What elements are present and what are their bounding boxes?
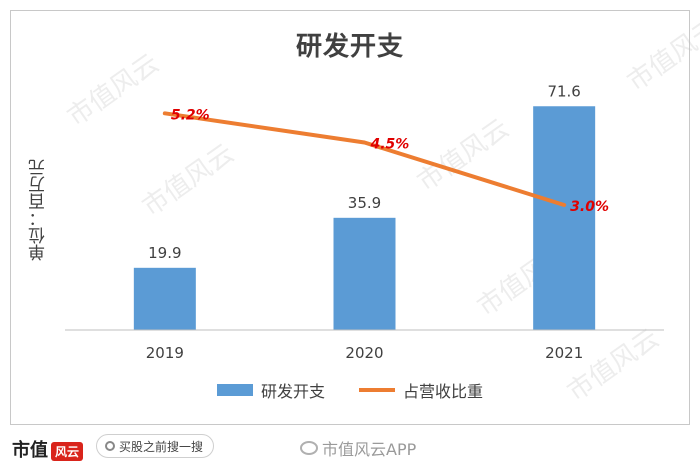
search-text: 买股之前搜一搜 — [119, 439, 204, 454]
line-data-label: 3.0% — [570, 199, 609, 215]
x-tick-label: 2019 — [146, 344, 184, 362]
bar-data-label: 19.9 — [148, 244, 181, 262]
search-box[interactable]: 买股之前搜一搜 — [96, 434, 214, 458]
weibo-icon — [300, 441, 318, 455]
line-data-label: 5.2% — [171, 107, 210, 123]
bar — [133, 267, 196, 330]
legend: 研发开支 占营收比重 — [0, 378, 700, 402]
legend-label-bar: 研发开支 — [260, 382, 325, 401]
logo-badge: 风云 — [51, 441, 84, 461]
legend-item-bar: 研发开支 — [216, 378, 325, 402]
legend-label-line: 占营收比重 — [403, 382, 484, 401]
line-series-path — [162, 111, 567, 207]
bar — [333, 217, 396, 330]
weibo-tag: 市值风云APP — [300, 436, 416, 460]
bar-data-label: 35.9 — [348, 194, 381, 212]
legend-swatch-line — [359, 388, 395, 392]
brand-logo: 市值 风云 — [12, 436, 84, 462]
chart-title: 研发开支 — [295, 32, 404, 62]
search-icon — [105, 441, 115, 451]
logo-text: 市值 — [12, 440, 48, 461]
x-tick-label: 2020 — [345, 344, 383, 362]
legend-swatch-bar — [216, 384, 253, 396]
line-data-label: 4.5% — [370, 137, 410, 153]
x-tick-label: 2021 — [545, 344, 583, 362]
legend-item-line: 占营收比重 — [359, 378, 483, 402]
footer: 市值 风云 买股之前搜一搜 市值风云APP — [0, 426, 700, 467]
bar-data-label: 71.6 — [547, 82, 580, 100]
weibo-text: 市值风云APP — [322, 440, 417, 459]
bar — [533, 106, 596, 330]
